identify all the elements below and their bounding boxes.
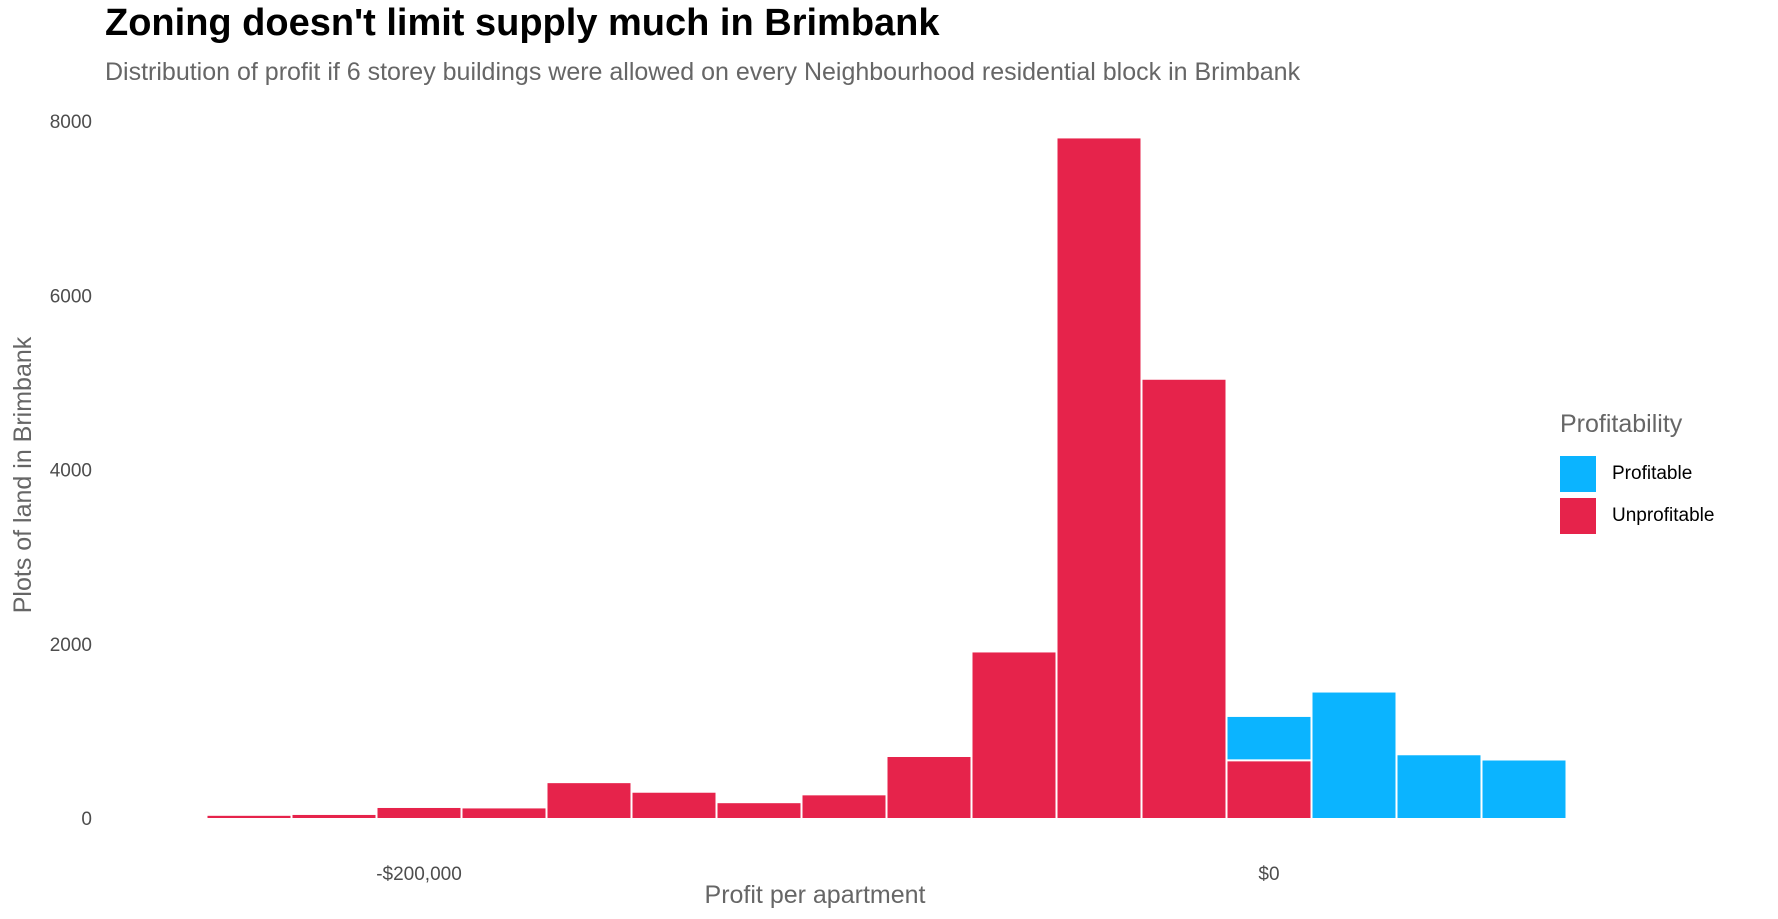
bar-unprofitable: [802, 795, 886, 818]
x-axis-title: Profit per apartment: [705, 881, 926, 909]
y-tick-label: 8000: [50, 112, 92, 133]
y-tick-label: 2000: [50, 635, 92, 656]
bar-profitable: [1397, 755, 1481, 818]
y-tick-label: 6000: [50, 286, 92, 307]
bar-profitable: [1312, 692, 1396, 818]
legend-swatch: [1560, 498, 1596, 534]
bar-unprofitable: [972, 652, 1056, 818]
y-axis-title: Plots of land in Brimbank: [9, 336, 37, 613]
legend-label: Unprofitable: [1612, 505, 1715, 526]
legend-swatch: [1560, 456, 1596, 492]
bar-profitable: [1482, 760, 1566, 818]
legend-label: Profitable: [1612, 463, 1693, 484]
y-axis-ticks: 0 2000 4000 6000 8000: [50, 112, 92, 830]
bar-unprofitable: [632, 792, 716, 818]
chart-subtitle: Distribution of profit if 6 storey build…: [105, 58, 1301, 86]
legend-item-unprofitable: Unprofitable: [1560, 495, 1714, 537]
x-tick-label: -$200,000: [376, 864, 462, 885]
bar-unprofitable: [1227, 761, 1311, 818]
bar-unprofitable: [207, 815, 291, 818]
bar-unprofitable: [717, 803, 801, 818]
bar-unprofitable: [1057, 138, 1141, 818]
x-axis-ticks: -$400,000-$200,000$0: [376, 864, 1279, 885]
bar-unprofitable: [887, 757, 971, 818]
legend-items: Profitable Unprofitable: [1560, 453, 1714, 537]
legend-title: Profitability: [1560, 410, 1683, 438]
x-tick-label: $0: [1258, 864, 1279, 885]
y-tick-label: 4000: [50, 461, 92, 482]
bar-unprofitable: [292, 814, 376, 818]
legend: Profitability Profitable Unprofitable: [1560, 410, 1714, 537]
legend-item-profitable: Profitable: [1560, 453, 1714, 495]
bar-profitable: [1227, 716, 1311, 760]
bars-layer: [207, 138, 1566, 818]
bar-unprofitable: [547, 783, 631, 818]
chart-title: Zoning doesn't limit supply much in Brim…: [105, 2, 940, 44]
bar-unprofitable: [377, 807, 461, 818]
y-tick-label: 0: [81, 809, 92, 830]
bar-unprofitable: [1142, 379, 1226, 818]
bar-unprofitable: [462, 808, 546, 818]
